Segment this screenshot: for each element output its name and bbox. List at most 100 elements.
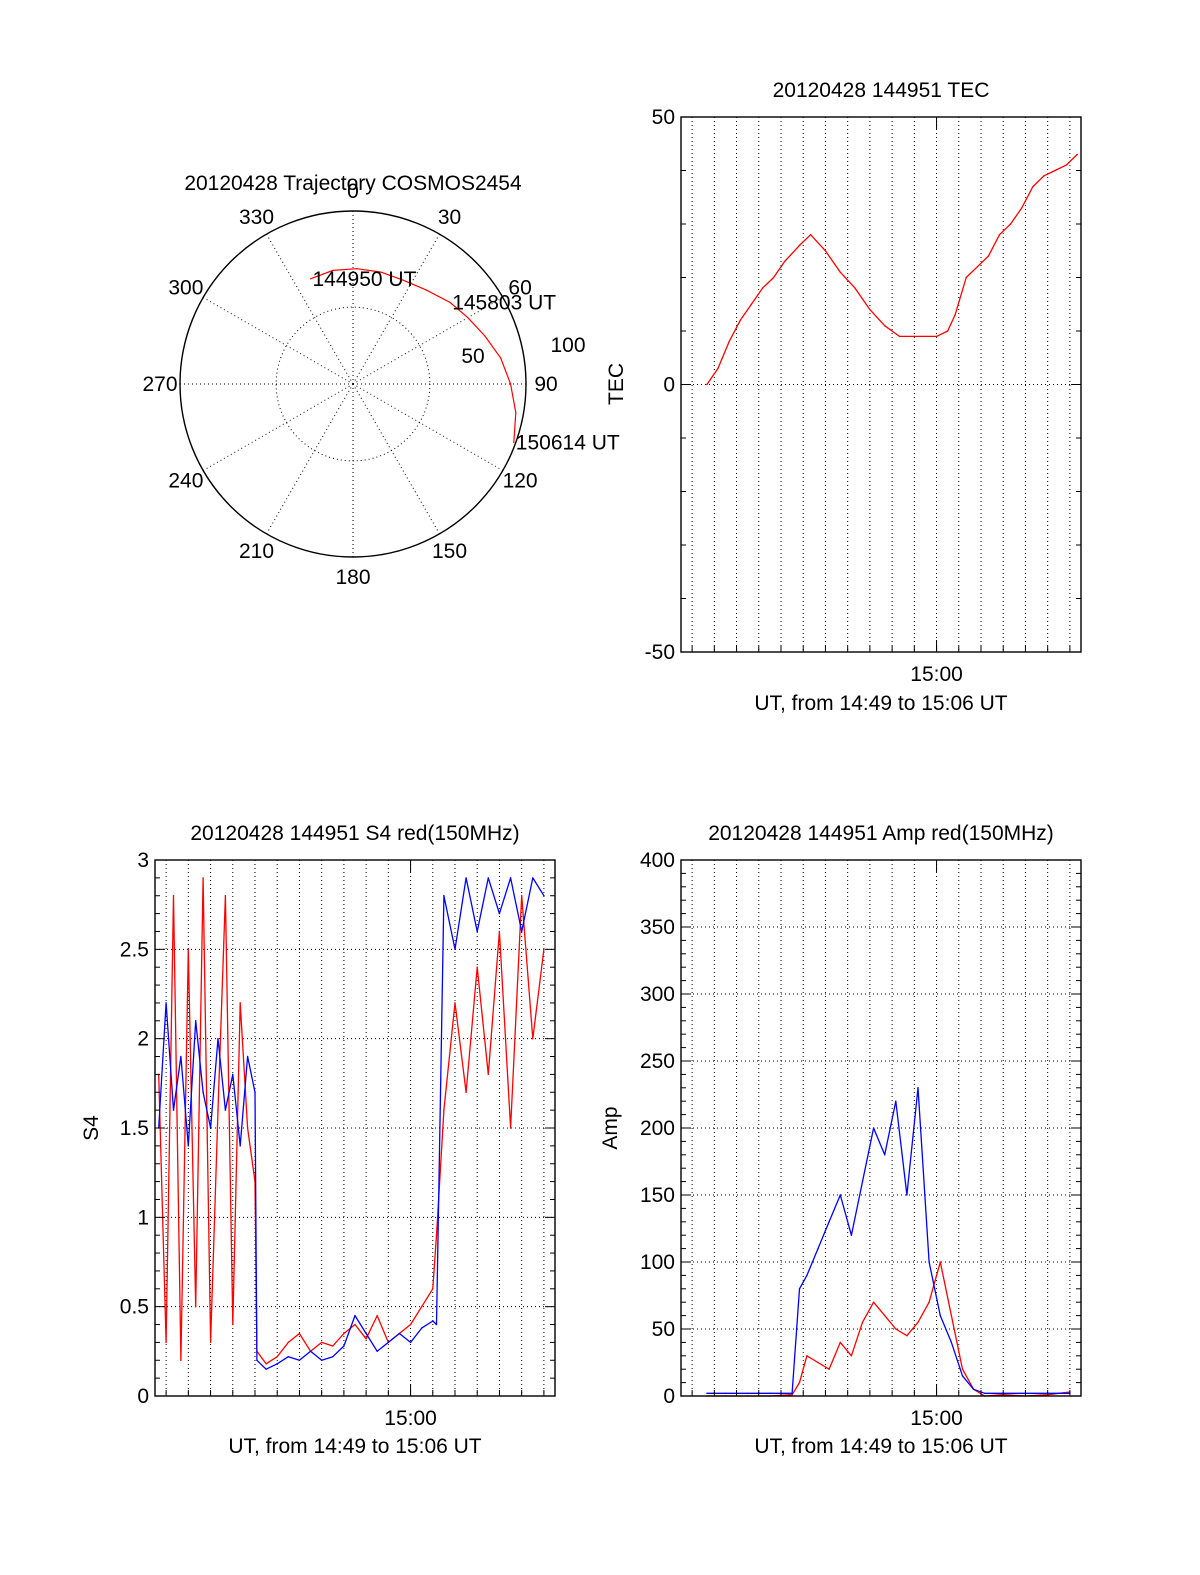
- tec-ylabel: TEC: [605, 363, 628, 405]
- s4-series-point: [172, 1109, 175, 1111]
- s4-title: 20120428 144951 S4 red(150MHz): [190, 822, 519, 845]
- radius-label: 100: [550, 334, 585, 357]
- trajectory-point: [515, 412, 517, 414]
- tec-series-point: [854, 287, 856, 289]
- amp-series-point: [950, 1314, 953, 1317]
- tec-series-point: [935, 335, 938, 338]
- amp-x-tick-label: 15:00: [910, 1407, 963, 1430]
- trajectory-title: 20120428 Trajectory COSMOS2454: [184, 172, 522, 195]
- tec-series-line: [706, 153, 1078, 385]
- s4-series: [158, 877, 545, 1370]
- tec-series-point: [798, 244, 801, 247]
- s4-y-tick-label: 0.5: [120, 1296, 149, 1319]
- s4-series-point: [309, 1350, 312, 1353]
- amp-series-point: [961, 1375, 964, 1377]
- s4-series-point: [498, 930, 501, 933]
- amp-series-line: [706, 1087, 1070, 1394]
- s4-series-point: [421, 1306, 423, 1308]
- amp-series-point: [828, 1368, 830, 1370]
- trajectory-annotations: 144950 UT 145803 UT 150614 UT: [313, 268, 620, 455]
- amp-series-point: [839, 1341, 841, 1344]
- trajectory-point: [380, 271, 382, 273]
- s4-series-point: [435, 1323, 438, 1326]
- amp-y-tick-labels: 0 50 100 150 200 250 300 350 400: [640, 849, 675, 1408]
- s4-series-point: [354, 1323, 356, 1326]
- azimuth-spoke: [266, 383, 354, 535]
- amp-y-tick-label: 50: [652, 1318, 675, 1341]
- amp-series-point: [861, 1180, 864, 1183]
- s4-series-point: [232, 1323, 234, 1326]
- azimuth-label: 30: [438, 206, 461, 229]
- tec-y-tick-label: 0: [663, 374, 675, 397]
- tec-series-point: [884, 325, 886, 327]
- s4-panel: 20120428 144951 S4 red(150MHz) 0 0.5 1 1.5 2…: [80, 822, 556, 1458]
- amp-xlabel: UT, from 14:49 to 15:06 UT: [754, 1435, 1007, 1458]
- s4-y-tick-label: 2: [137, 1028, 149, 1051]
- azimuth-spoke: [352, 383, 440, 535]
- tec-series-point: [898, 335, 901, 338]
- amp-series-point: [850, 1234, 853, 1236]
- s4-series-point: [256, 1359, 258, 1362]
- azimuth-label: 120: [503, 470, 538, 493]
- azimuth-labels: 0 30 60 90 120 150 180 210 240 270 300 330: [142, 180, 557, 589]
- amp-y-tick-label: 350: [640, 916, 675, 939]
- amp-y-tick-label: 300: [640, 983, 675, 1006]
- s4-xlabel: UT, from 14:49 to 15:06 UT: [228, 1435, 481, 1458]
- trajectory-grid: [180, 211, 526, 557]
- tec-series-point: [1076, 153, 1079, 156]
- azimuth-label: 0: [347, 180, 359, 203]
- s4-series-point: [435, 1234, 438, 1236]
- tec-title: 20120428 144951 TEC: [773, 79, 990, 102]
- tec-series-point: [1021, 207, 1023, 209]
- s4-series-point: [276, 1356, 278, 1358]
- azimuth-spoke: [266, 233, 354, 385]
- tec-series-point: [728, 341, 730, 343]
- amp-ticks: [681, 859, 1081, 1397]
- s4-series-point: [209, 1341, 212, 1344]
- s4-series-point: [465, 1091, 467, 1094]
- amp-series-point: [917, 1321, 919, 1324]
- amp-series-point: [706, 1392, 708, 1395]
- amp-series-point: [895, 1328, 897, 1330]
- s4-y-tick-label: 2.5: [120, 938, 149, 961]
- s4-series-point: [476, 966, 478, 968]
- s4-series-point: [224, 895, 227, 897]
- s4-series-point: [343, 1332, 345, 1335]
- trajectory-panel: 20120428 Trajectory COSMOS2454 0 30 60 90 12…: [142, 172, 619, 589]
- s4-series-point: [376, 1314, 378, 1317]
- tec-y-tick-labels: 50 0 -50: [645, 106, 675, 664]
- azimuth-spoke: [352, 297, 504, 385]
- tec-series-point: [998, 234, 1001, 236]
- s4-series-point: [195, 1306, 197, 1308]
- s4-y-tick-label: 0: [137, 1385, 149, 1408]
- azimuth-label: 300: [168, 277, 203, 300]
- trajectory-point: [513, 441, 515, 444]
- amp-y-tick-label: 100: [640, 1251, 675, 1274]
- amp-y-tick-label: 400: [640, 849, 675, 872]
- amp-series-point: [939, 1261, 941, 1263]
- trajectory-point: [500, 357, 502, 359]
- tec-series-point: [869, 308, 871, 311]
- amp-ylabel: Amp: [599, 1106, 622, 1149]
- azimuth-spoke: [202, 297, 354, 385]
- azimuth-label: 270: [142, 373, 177, 396]
- tec-series-point: [1065, 164, 1067, 166]
- s4-series-point: [421, 1327, 423, 1329]
- amp-series-point: [972, 1388, 975, 1391]
- trajectory-point: [425, 289, 427, 291]
- s4-series-point: [465, 877, 467, 879]
- amp-series-point: [798, 1381, 801, 1384]
- s4-series-point: [532, 877, 534, 879]
- tec-series-point: [784, 260, 786, 263]
- amp-series-point: [906, 1335, 908, 1337]
- tec-series-point: [761, 287, 764, 289]
- s4-series-point: [287, 1341, 289, 1344]
- s4-series-point: [454, 1002, 456, 1004]
- s4-series-point: [509, 877, 512, 879]
- s4-x-tick-label: 15:00: [384, 1407, 437, 1430]
- tec-series-point: [809, 234, 812, 236]
- s4-series-point: [332, 1356, 334, 1358]
- s4-series-point: [195, 1020, 197, 1022]
